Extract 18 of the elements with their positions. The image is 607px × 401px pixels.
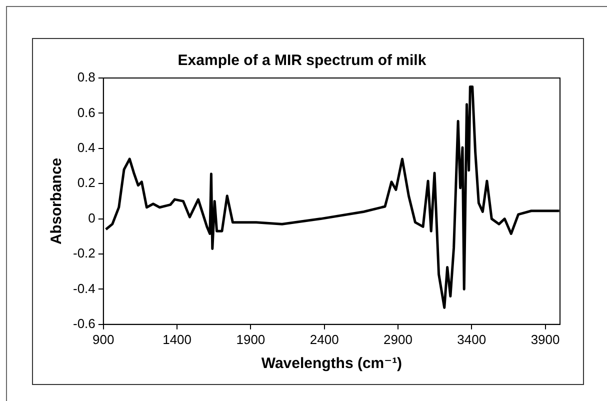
x-tick-label: 1900 (236, 332, 266, 347)
x-tick-label: 3900 (530, 332, 560, 347)
y-axis-title: Absorbance (48, 158, 66, 245)
chart-title: Example of a MIR spectrum of milk (178, 52, 427, 70)
x-axis-title: Wavelengths (cm⁻¹) (261, 355, 402, 372)
y-tick-label: 0.8 (77, 70, 96, 85)
y-tick-label: -0.6 (72, 316, 96, 331)
y-tick-label: 0.6 (77, 104, 96, 120)
y-tick-label: 0 (88, 210, 96, 226)
x-tick-label: 2400 (310, 332, 339, 347)
y-tick-label: 0.4 (77, 140, 96, 155)
x-tick-label: 1400 (162, 332, 192, 347)
y-tick-label: -0.4 (72, 280, 96, 296)
x-tick-label: 2900 (384, 332, 412, 347)
x-tick-label: 3400 (457, 332, 486, 347)
y-tick-label: 0.2 (77, 175, 96, 190)
x-tick-label: 900 (92, 332, 114, 347)
y-tick-label: -0.2 (72, 246, 96, 261)
